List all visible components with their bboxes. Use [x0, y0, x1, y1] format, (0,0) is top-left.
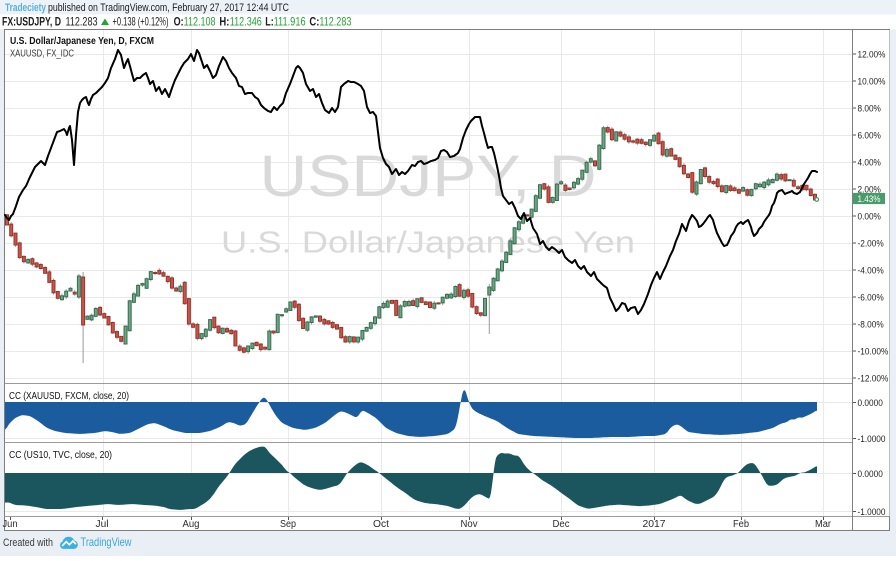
svg-text:112.283: 112.283 [66, 15, 98, 29]
svg-text:-4.00%: -4.00% [858, 266, 885, 277]
svg-text:Jun: Jun [3, 519, 18, 530]
svg-text:-10.00%: -10.00% [858, 347, 889, 358]
svg-text:2.00%: 2.00% [858, 185, 882, 196]
svg-text:0.0000: 0.0000 [858, 398, 883, 409]
svg-text:-8.00%: -8.00% [858, 320, 885, 331]
svg-text:Aug: Aug [183, 519, 200, 530]
svg-text:-12.00%: -12.00% [858, 374, 889, 385]
svg-text:4.00%: 4.00% [858, 158, 882, 169]
svg-text:112.346: 112.346 [230, 15, 262, 29]
svg-text:Sep: Sep [280, 519, 296, 530]
svg-text:0.00%: 0.00% [858, 212, 882, 223]
svg-text:C:: C: [309, 15, 319, 29]
svg-text:111.916: 111.916 [274, 15, 306, 29]
svg-text:USDJPY, D: USDJPY, D [260, 144, 597, 209]
svg-text:Nov: Nov [461, 519, 478, 530]
svg-text:0.0000: 0.0000 [858, 469, 883, 480]
svg-text:Jul: Jul [96, 519, 109, 530]
svg-text:published on TradingView.com,: published on TradingView.com, February 2… [48, 2, 289, 14]
svg-text:112.108: 112.108 [184, 15, 216, 29]
svg-text:U.S. Dollar/Japanese Yen: U.S. Dollar/Japanese Yen [221, 226, 635, 260]
svg-text:2017: 2017 [643, 519, 666, 530]
svg-text:Feb: Feb [733, 519, 749, 530]
svg-text:L:: L: [265, 15, 274, 29]
svg-text:CC (US10, TVC, close, 20): CC (US10, TVC, close, 20) [9, 449, 112, 461]
svg-text:-2.00%: -2.00% [858, 239, 885, 250]
svg-text:1.43%: 1.43% [858, 194, 881, 205]
svg-text:10.00%: 10.00% [858, 77, 886, 88]
svg-text:H:: H: [219, 15, 229, 29]
svg-text:Mar: Mar [815, 519, 832, 530]
svg-text:-1.0000: -1.0000 [858, 434, 886, 445]
svg-text:8.00%: 8.00% [858, 104, 882, 115]
svg-text:112.283: 112.283 [319, 15, 351, 29]
svg-text:12.00%: 12.00% [858, 50, 886, 61]
svg-text:-1.0000: -1.0000 [858, 507, 886, 518]
svg-text:+0.138 (+0.12%): +0.138 (+0.12%) [113, 15, 169, 29]
svg-text:Oct: Oct [373, 519, 389, 530]
svg-text:Dec: Dec [553, 519, 570, 530]
svg-text:XAUUSD, FX_IDC: XAUUSD, FX_IDC [10, 48, 74, 60]
svg-text:CC (XAUUSD, FXCM, close, 20): CC (XAUUSD, FXCM, close, 20) [9, 390, 129, 402]
svg-text:6.00%: 6.00% [858, 131, 882, 142]
svg-text:TradingView: TradingView [81, 535, 132, 549]
svg-text:Created with: Created with [3, 537, 53, 549]
svg-text:O:: O: [174, 15, 184, 29]
svg-text:FX:USDJPY, D: FX:USDJPY, D [2, 15, 61, 29]
svg-text:U.S. Dollar/Japanese Yen, D, F: U.S. Dollar/Japanese Yen, D, FXCM [10, 35, 154, 47]
svg-text:Tradeciety: Tradeciety [5, 2, 47, 14]
svg-text:-6.00%: -6.00% [858, 293, 885, 304]
